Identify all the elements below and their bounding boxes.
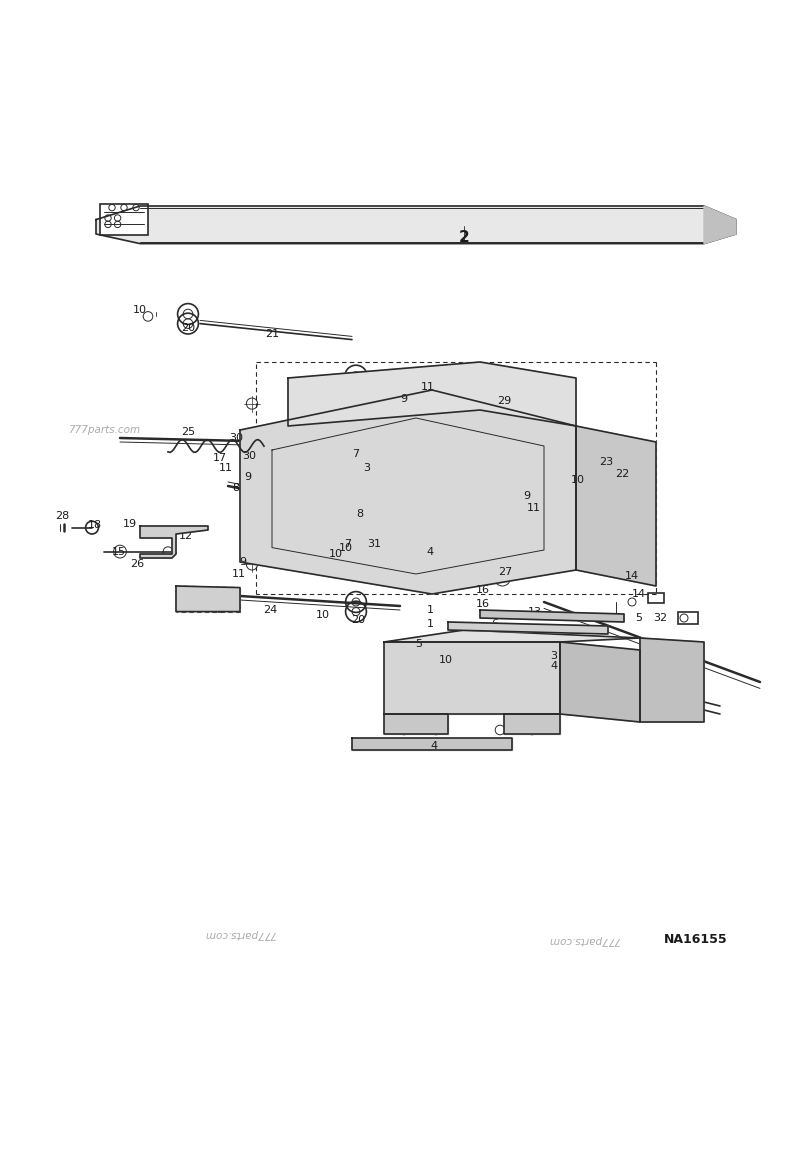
Polygon shape [96, 206, 736, 244]
Text: 25: 25 [181, 427, 195, 437]
Text: 10: 10 [329, 548, 343, 559]
Text: 4: 4 [431, 741, 438, 751]
Text: NA16155: NA16155 [664, 933, 728, 946]
Text: 8: 8 [233, 483, 239, 493]
Polygon shape [140, 526, 208, 558]
Polygon shape [640, 638, 704, 722]
Text: 11: 11 [421, 382, 435, 391]
Polygon shape [240, 390, 576, 594]
Text: 1: 1 [427, 605, 434, 615]
Text: 777parts.com: 777parts.com [68, 425, 140, 435]
Bar [519, 670, 529, 694]
Text: 32: 32 [653, 613, 667, 624]
Bar [648, 593, 664, 602]
Text: 12: 12 [178, 531, 193, 541]
Polygon shape [448, 622, 608, 634]
Polygon shape [384, 642, 560, 714]
Text: 16: 16 [475, 585, 490, 595]
Text: 9: 9 [401, 394, 407, 404]
Polygon shape [504, 714, 560, 734]
Text: 7: 7 [353, 449, 359, 459]
Text: 7: 7 [345, 539, 351, 548]
Polygon shape [704, 206, 736, 244]
Text: 9: 9 [523, 491, 530, 502]
Bar [519, 642, 529, 666]
Text: 14: 14 [631, 590, 646, 599]
Text: 10: 10 [438, 655, 453, 665]
Text: 4: 4 [550, 661, 557, 672]
Text: 1: 1 [427, 619, 434, 629]
Text: 777parts.com: 777parts.com [204, 929, 276, 939]
Text: 10: 10 [315, 609, 330, 620]
Text: 21: 21 [265, 329, 279, 339]
Polygon shape [384, 714, 448, 734]
Text: 8: 8 [357, 509, 363, 519]
Bar [100, 204, 148, 234]
Polygon shape [384, 631, 640, 642]
Text: 30: 30 [242, 450, 257, 461]
Text: 2: 2 [458, 231, 470, 245]
Text: 9: 9 [239, 557, 246, 567]
Text: 11: 11 [231, 568, 246, 579]
Text: 27: 27 [498, 567, 513, 578]
Text: 11: 11 [526, 503, 541, 512]
Polygon shape [176, 586, 240, 612]
Text: 22: 22 [615, 469, 630, 479]
Text: 20: 20 [351, 614, 366, 625]
Text: 23: 23 [191, 597, 206, 606]
Text: 6: 6 [491, 619, 498, 629]
Text: 24: 24 [263, 605, 278, 615]
Polygon shape [576, 425, 656, 586]
Text: 17: 17 [213, 454, 227, 463]
Text: 5: 5 [415, 640, 422, 649]
Text: 20: 20 [349, 387, 363, 396]
Text: 4: 4 [427, 546, 434, 557]
Text: 28: 28 [55, 511, 70, 522]
Text: 29: 29 [497, 396, 511, 407]
Text: 777parts.com: 777parts.com [548, 934, 620, 945]
Bar [602, 464, 630, 476]
Text: 10: 10 [133, 305, 147, 315]
Text: 18: 18 [87, 520, 102, 530]
Text: 13: 13 [527, 607, 542, 616]
Text: 19: 19 [122, 518, 137, 529]
Text: 9: 9 [245, 472, 251, 482]
Bar [678, 652, 698, 665]
Text: 30: 30 [229, 432, 243, 443]
Text: 31: 31 [367, 539, 382, 548]
Text: 26: 26 [130, 559, 145, 568]
Polygon shape [288, 362, 576, 425]
Text: 11: 11 [218, 463, 233, 473]
Bar [350, 515, 386, 530]
Bar [678, 612, 698, 624]
Text: 14: 14 [625, 571, 639, 580]
Bar [346, 458, 382, 473]
Polygon shape [352, 738, 512, 750]
Text: 20: 20 [181, 323, 195, 333]
Text: 10: 10 [338, 543, 353, 553]
Text: 23: 23 [599, 457, 614, 466]
Text: 15: 15 [111, 546, 126, 557]
Text: 16: 16 [475, 599, 490, 608]
Text: 5: 5 [635, 613, 642, 624]
Polygon shape [480, 609, 624, 622]
Text: 22: 22 [210, 605, 225, 615]
Polygon shape [560, 642, 640, 722]
Text: 3: 3 [550, 652, 557, 661]
Text: 6: 6 [491, 612, 498, 621]
Text: 3: 3 [363, 463, 370, 472]
Text: 10: 10 [570, 475, 585, 484]
